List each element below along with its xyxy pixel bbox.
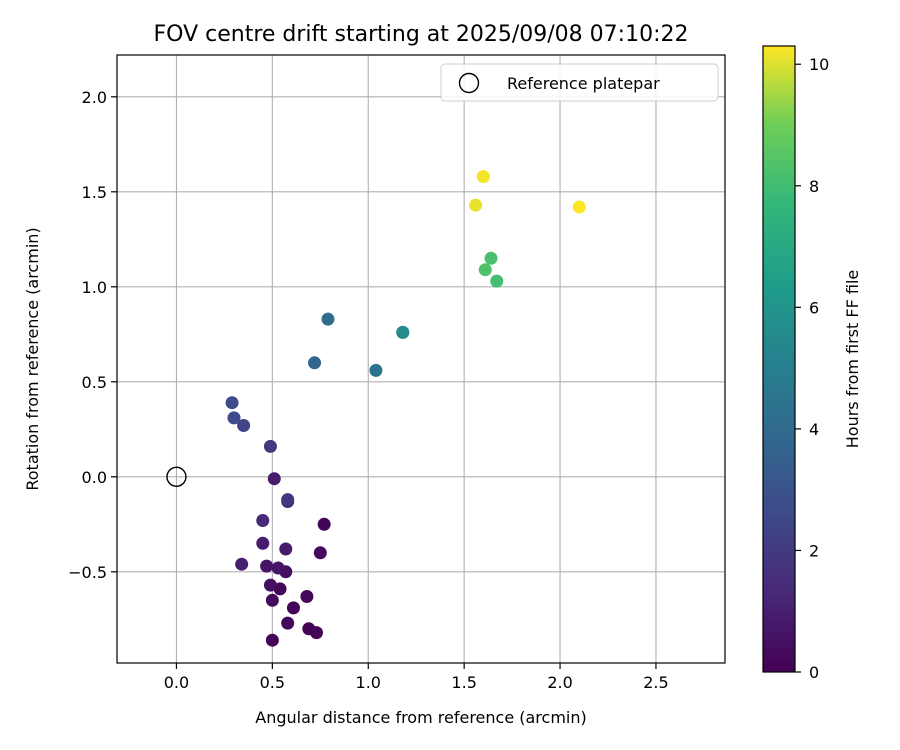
data-point [476,170,490,184]
data-point [478,263,492,277]
colorbar-ticks: 0 2 4 6 8 10 [795,55,829,682]
x-tick-label: 0.5 [260,673,285,692]
colorbar-gradient [762,45,796,673]
data-point [256,536,270,550]
y-tick-label: −0.5 [68,563,107,582]
data-point [256,514,270,527]
chart-title: FOV centre drift starting at 2025/09/08 … [154,22,689,47]
data-point [300,590,314,603]
colorbar-tick-label: 10 [809,55,829,74]
data-point [267,472,281,486]
plot-frame [116,54,726,664]
data-points [225,170,586,647]
data-point [235,557,249,571]
x-tick-label: 1.0 [356,673,381,692]
y-axis-ticks: −0.5 0.0 0.5 1.0 1.5 2.0 [68,88,117,582]
data-point [572,200,586,214]
data-point [265,593,279,607]
data-point [484,251,498,265]
data-point [490,274,504,288]
data-point [227,411,241,425]
colorbar-tick-label: 2 [809,541,819,560]
data-point [279,542,293,556]
legend-entry: Reference platepar [507,74,660,93]
data-point [321,312,335,326]
grid [117,55,725,663]
colorbar-label: Hours from first FF file [843,270,862,449]
colorbar-tick-label: 4 [809,420,819,439]
y-tick-label: 0.0 [82,468,107,487]
legend-marker-icon [458,72,480,94]
x-tick-label: 2.5 [643,673,668,692]
y-tick-label: 1.0 [82,278,107,297]
x-axis-ticks: 0.0 0.5 1.0 1.5 2.0 2.5 [164,663,669,692]
data-point [313,546,327,560]
legend-box [440,63,719,102]
y-tick-label: 0.5 [82,373,107,392]
y-tick-label: 2.0 [82,88,107,107]
data-point [302,622,316,636]
data-point [260,559,274,573]
data-point [265,633,279,647]
x-tick-label: 2.0 [547,673,572,692]
colorbar: 0 2 4 6 8 10 Hours from first FF file [762,45,862,682]
data-point [317,517,331,531]
colorbar-tick-label: 0 [809,663,819,682]
data-point [225,396,239,410]
colorbar-tick-label: 8 [809,177,819,196]
data-point [271,561,285,575]
data-point [369,363,383,377]
data-point [308,356,322,370]
legend: Reference platepar [440,63,719,102]
reference-marker [166,466,187,487]
data-point [263,578,277,592]
data-point [396,325,410,339]
data-point [281,493,295,507]
colorbar-tick-label: 6 [809,298,819,317]
data-point [263,439,277,453]
data-point [286,601,300,615]
y-axis-label: Rotation from reference (arcmin) [23,227,42,490]
data-point [281,616,295,630]
data-point [237,419,251,432]
x-tick-label: 1.5 [451,673,476,692]
data-point [469,198,483,212]
x-tick-label: 0.0 [164,673,189,692]
x-axis-label: Angular distance from reference (arcmin) [255,708,586,727]
y-tick-label: 1.5 [82,183,107,202]
